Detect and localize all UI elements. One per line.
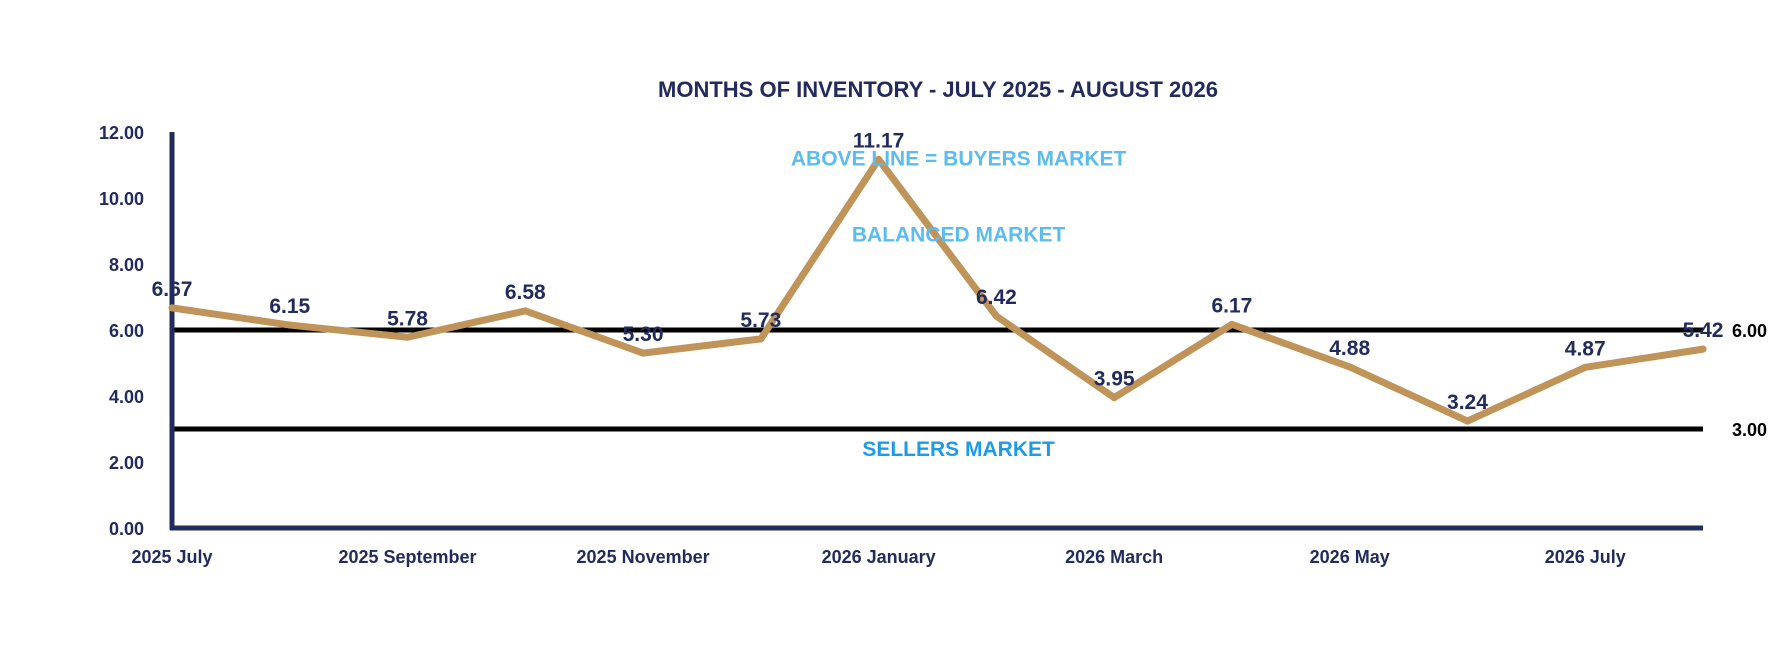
data-point — [992, 312, 1000, 320]
y-tick-label: 4.00 — [109, 387, 144, 407]
market-annotation: SELLERS MARKET — [862, 438, 1055, 461]
y-tick-label: 2.00 — [109, 453, 144, 473]
data-point — [404, 333, 412, 341]
data-label: 4.88 — [1329, 337, 1370, 360]
reference-line-label: 3.00 — [1732, 420, 1767, 440]
x-tick-label: 2026 March — [1065, 547, 1163, 567]
x-axis-ticks: 2025 July 2025 September 2025 November 2026… — [131, 547, 1625, 567]
axes — [169, 132, 1703, 531]
data-labels: 6.67 6.15 5.78 6.58 5.30 5.73 11.17 6.42 3.95 6.1… — [152, 129, 1724, 414]
y-tick-label: 6.00 — [109, 321, 144, 341]
data-point — [1346, 363, 1354, 371]
chart-title: MONTHS OF INVENTORY - JULY 2025 - AUGUST… — [658, 77, 1218, 102]
y-tick-label: 8.00 — [109, 255, 144, 275]
data-label: 3.24 — [1447, 391, 1488, 414]
x-tick-label: 2025 September — [338, 547, 476, 567]
y-axis-ticks: 0.00 2.00 4.00 6.00 8.00 10.00 12.00 — [99, 123, 144, 539]
data-point — [875, 155, 883, 163]
data-label: 6.67 — [152, 278, 193, 301]
data-label: 11.17 — [853, 129, 904, 152]
series-line — [168, 155, 1707, 425]
x-tick-label: 2026 January — [822, 547, 936, 567]
data-point — [757, 335, 765, 343]
annotations: ABOVE LINE = BUYERS MARKET BALANCED MARKE… — [791, 147, 1127, 460]
reference-line-label: 6.00 — [1732, 321, 1767, 341]
data-label: 5.73 — [740, 309, 781, 332]
data-point — [521, 307, 529, 315]
y-tick-label: 0.00 — [109, 519, 144, 539]
data-label: 5.42 — [1683, 319, 1724, 342]
series — [168, 155, 1707, 425]
x-tick-label: 2025 November — [577, 547, 710, 567]
data-label: 3.95 — [1094, 368, 1135, 391]
data-label: 6.58 — [505, 281, 546, 304]
x-tick-label: 2026 July — [1545, 547, 1626, 567]
data-label: 4.87 — [1565, 337, 1606, 360]
data-point — [286, 321, 294, 329]
x-tick-label: 2026 May — [1310, 547, 1390, 567]
y-tick-label: 10.00 — [99, 189, 144, 209]
data-label: 6.15 — [269, 295, 310, 318]
data-point — [1699, 345, 1707, 353]
market-annotation: ABOVE LINE = BUYERS MARKET — [791, 147, 1127, 170]
market-annotation: BALANCED MARKET — [852, 223, 1066, 246]
data-label: 6.42 — [976, 286, 1017, 309]
x-tick-label: 2025 July — [131, 547, 212, 567]
data-point — [1228, 320, 1236, 328]
data-label: 5.78 — [387, 307, 428, 330]
data-point — [639, 349, 647, 357]
data-label: 6.17 — [1211, 294, 1252, 317]
data-point — [168, 304, 176, 312]
data-label: 5.30 — [623, 323, 664, 346]
data-point — [1581, 363, 1589, 371]
data-point — [1110, 394, 1118, 402]
data-point — [1463, 417, 1471, 425]
y-tick-label: 12.00 — [99, 123, 144, 143]
